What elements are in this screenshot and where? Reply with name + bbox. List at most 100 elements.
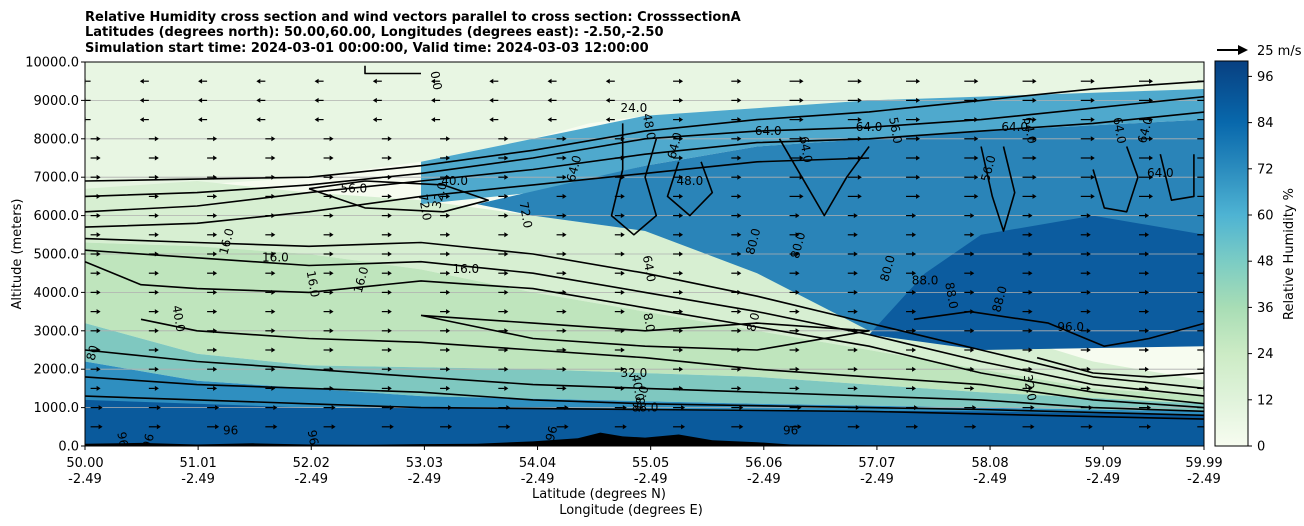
chart-title-line-3: Simulation start time: 2024-03-01 00:00:… <box>85 41 649 56</box>
wind-vector-head <box>96 213 101 219</box>
wind-vector <box>90 366 101 372</box>
wind-vector <box>265 405 278 411</box>
wind-vector <box>265 289 276 295</box>
wind-vector <box>381 405 394 411</box>
wind-vector-head <box>139 117 144 123</box>
wind-vector-head <box>387 270 392 276</box>
wind-vector-head <box>1090 117 1095 123</box>
wind-vector-head <box>256 97 261 103</box>
wind-vector-head <box>256 78 261 84</box>
wind-vector <box>731 78 742 84</box>
wind-vector-head <box>679 232 684 238</box>
wind-vector <box>906 213 917 219</box>
wind-vector-head <box>213 136 218 142</box>
wind-vector-head <box>314 117 319 123</box>
wind-vector <box>731 270 742 276</box>
wind-vector-head <box>620 366 625 372</box>
wind-vector <box>789 213 800 219</box>
wind-vector-head <box>620 309 625 315</box>
wind-vector <box>1080 309 1091 315</box>
wind-vector-head <box>372 78 377 84</box>
contour-label: 64.0 <box>1147 166 1174 180</box>
wind-vector-head <box>213 347 218 353</box>
contour-label: 88.0 <box>632 400 659 414</box>
wind-vector-head <box>974 136 979 142</box>
wind-vector <box>673 328 684 334</box>
colorbar-tick-label: 24 <box>1257 347 1274 362</box>
wind-vector <box>847 155 862 161</box>
wind-vector <box>673 155 684 161</box>
wind-vector-head <box>1145 289 1150 295</box>
x-tick-label-lat: 52.02 <box>293 456 330 471</box>
wind-vector <box>323 174 334 180</box>
wind-vector <box>265 155 276 161</box>
wind-vector <box>148 405 161 411</box>
wind-vector <box>1080 424 1093 430</box>
wind-vector <box>207 193 218 199</box>
wind-vector-head <box>387 289 392 295</box>
wind-vector <box>498 424 511 430</box>
contour-line <box>420 314 870 351</box>
wind-vector <box>1022 424 1035 430</box>
wind-vector <box>906 347 917 353</box>
wind-vector <box>265 193 276 199</box>
wind-vector <box>1022 366 1033 372</box>
x-tick-label-lon: -2.49 <box>747 472 781 487</box>
humidity-band <box>85 242 1204 404</box>
wind-vector <box>1080 251 1091 257</box>
wind-vector <box>498 193 509 199</box>
wind-vector-head <box>154 213 159 219</box>
wind-vector <box>847 328 858 334</box>
wind-vector <box>440 270 451 276</box>
wind-vector-head <box>154 232 159 238</box>
wind-vector <box>847 117 862 123</box>
y-tick-label: 1000.0 <box>34 401 80 416</box>
wind-vector <box>964 347 975 353</box>
wind-vector-head <box>547 97 552 103</box>
contour-line <box>913 310 1204 347</box>
wind-vector <box>1022 328 1033 334</box>
wind-vector-head <box>446 309 451 315</box>
wind-vector-head <box>1088 424 1093 430</box>
wind-vector-head <box>795 251 800 257</box>
x-axis-label-line-1: Latitude (degrees N) <box>532 487 666 502</box>
wind-vector-head <box>974 193 979 199</box>
wind-vector <box>605 78 615 84</box>
contour-label: 80.0 <box>788 231 808 260</box>
colorbar <box>1214 60 1249 447</box>
wind-vector <box>1139 424 1152 430</box>
wind-vector <box>789 328 800 334</box>
wind-vector-head <box>1207 194 1211 199</box>
wind-vector <box>673 424 686 430</box>
plot-area: 0.016.016.016.0 16.0 16.040.08056.072.032.… <box>85 62 1211 446</box>
contour-label: 48.0 <box>677 174 704 188</box>
wind-vector-head <box>912 309 917 315</box>
contour-line <box>778 138 870 217</box>
wind-vector-head <box>737 155 742 161</box>
wind-vector-head <box>1145 213 1150 219</box>
chart-title-line-1: Relative Humidity cross section and wind… <box>85 10 741 25</box>
y-axis-label: Altitude (meters) <box>10 199 25 310</box>
contour-label: 32.0 <box>429 181 449 210</box>
wind-vector <box>381 251 392 257</box>
colorbar-tick-label: 36 <box>1257 301 1274 316</box>
wind-vector-head <box>198 78 203 84</box>
wind-vector-head <box>256 117 261 123</box>
contour-label: 88.0 <box>912 274 939 288</box>
wind-vector <box>789 424 802 430</box>
wind-vector <box>906 78 921 84</box>
wind-vector-head <box>271 347 276 353</box>
wind-vector-head <box>1032 155 1037 161</box>
wind-vector <box>906 174 921 180</box>
wind-vector <box>207 289 218 295</box>
wind-vector-head <box>446 213 451 219</box>
y-axis: 0.0 1000.0 2000.0 3000.0 4000.0 5000.0 6000.0 7… <box>25 56 85 455</box>
humidity-band <box>85 323 1204 412</box>
wind-vector <box>90 328 101 334</box>
wind-vector-head <box>1149 193 1154 199</box>
humidity-band <box>85 62 1204 189</box>
wind-vector <box>1022 117 1037 123</box>
wind-vector-head <box>857 174 862 180</box>
wind-vector <box>440 193 451 199</box>
wind-vector <box>1080 174 1095 180</box>
